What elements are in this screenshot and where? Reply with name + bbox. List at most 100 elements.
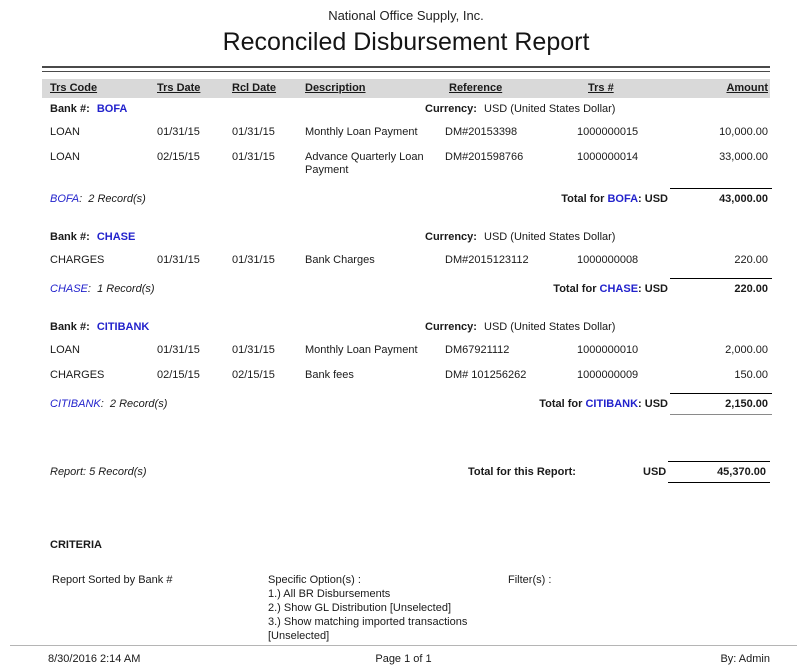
cell-rcl-date: 01/31/15 <box>232 151 275 163</box>
cell-reference: DM#20153398 <box>445 126 518 138</box>
bank-group-chase: Bank #: CHASE Currency: USD (United Stat… <box>42 226 772 296</box>
table-row: LOAN 01/31/15 01/31/15 Monthly Loan Paym… <box>42 339 770 362</box>
group-total-amount: 2,150.00 <box>670 393 772 415</box>
cell-amount: 220.00 <box>734 254 768 266</box>
criteria-options: Specific Option(s) : 1.) All BR Disburse… <box>268 573 508 643</box>
report-records: Report: 5 Record(s) <box>50 466 147 478</box>
cell-reference: DM#201598766 <box>445 151 524 163</box>
footer-by-user: By: Admin <box>720 653 770 665</box>
table-row: LOAN 01/31/15 01/31/15 Monthly Loan Paym… <box>42 121 770 144</box>
report-summary-row: Report: 5 Record(s) Total for this Repor… <box>42 461 770 483</box>
column-header-trs-code[interactable]: Trs Code <box>50 82 98 94</box>
page-footer: 8/30/2016 2:14 AM Page 1 of 1 By: Admin <box>10 645 797 665</box>
bank-header-row: Bank #: CITIBANK Currency: USD (United S… <box>42 316 770 337</box>
group-total-bank: CHASE <box>599 283 639 295</box>
cell-trs-num: 1000000010 <box>577 344 639 356</box>
column-header-trs-num[interactable]: Trs # <box>588 82 614 94</box>
cell-rcl-date: 02/15/15 <box>232 369 275 381</box>
cell-rcl-date: 01/31/15 <box>232 344 275 356</box>
group-records-bank: BOFA <box>50 193 80 205</box>
bank-header-row: Bank #: CHASE Currency: USD (United Stat… <box>42 226 770 247</box>
column-header-rcl-date[interactable]: Rcl Date <box>232 82 277 94</box>
cell-trs-date: 01/31/15 <box>157 344 200 356</box>
cell-description: Bank fees <box>305 369 354 381</box>
currency-label: Currency: <box>425 321 477 333</box>
title-divider <box>42 66 770 72</box>
group-total-prefix: Total for <box>561 193 608 205</box>
report-total-label: Total for this Report: <box>468 466 576 478</box>
table-header: Trs Code Trs Date Rcl Date Description R… <box>42 79 770 98</box>
report-total-currency: USD <box>643 466 667 478</box>
column-header-trs-date[interactable]: Trs Date <box>157 82 201 94</box>
cell-trs-num: 1000000015 <box>577 126 639 138</box>
currency-label: Currency: <box>425 231 477 243</box>
cell-trs-date: 02/15/15 <box>157 369 200 381</box>
cell-amount: 2,000.00 <box>725 344 768 356</box>
column-header-description[interactable]: Description <box>305 82 366 94</box>
group-records-count: : 1 Record(s) <box>87 283 155 295</box>
group-total-bank: CITIBANK <box>585 398 639 410</box>
cell-trs-code: CHARGES <box>50 254 105 266</box>
group-records-count: : 2 Record(s) <box>79 193 146 205</box>
cell-description: Monthly Loan Payment <box>305 344 418 356</box>
cell-trs-date: 01/31/15 <box>157 126 200 138</box>
cell-description: Bank Charges <box>305 254 375 266</box>
cell-rcl-date: 01/31/15 <box>232 126 275 138</box>
group-total-suffix: : USD <box>638 193 668 205</box>
table-row: LOAN 02/15/15 01/31/15 Advance Quarterly… <box>42 146 770 182</box>
group-records-count: : 2 Record(s) <box>100 398 168 410</box>
footer-datetime: 8/30/2016 2:14 AM <box>48 653 141 665</box>
bank-name-link[interactable]: CITIBANK <box>96 321 150 333</box>
cell-trs-code: LOAN <box>50 344 80 356</box>
criteria-option: 1.) All BR Disbursements <box>268 588 391 600</box>
report-total-amount: 45,370.00 <box>668 461 770 483</box>
cell-trs-num: 1000000014 <box>577 151 639 163</box>
criteria-filters-label: Filter(s) : <box>508 574 552 586</box>
group-records-bank: CITIBANK <box>50 398 101 410</box>
currency-value: USD (United States Dollar) <box>484 103 616 115</box>
cell-description: Advance Quarterly Loan Payment <box>305 151 424 176</box>
criteria-sorted-by: Report Sorted by Bank # <box>52 574 173 586</box>
cell-reference: DM#2015123112 <box>445 254 529 266</box>
bank-number-label: Bank #: <box>50 231 90 243</box>
group-total-prefix: Total for <box>539 398 586 410</box>
criteria-options-label: Specific Option(s) : <box>268 574 361 586</box>
bank-header-row: Bank #: BOFA Currency: USD (United State… <box>42 98 770 119</box>
column-header-reference[interactable]: Reference <box>449 82 503 94</box>
group-total-amount: 43,000.00 <box>670 188 772 206</box>
currency-label: Currency: <box>425 103 477 115</box>
bank-name-link[interactable]: CHASE <box>96 231 136 243</box>
cell-trs-code: LOAN <box>50 126 80 138</box>
criteria-option: 2.) Show GL Distribution [Unselected] <box>268 602 452 614</box>
bank-group-citibank: Bank #: CITIBANK Currency: USD (United S… <box>42 316 772 415</box>
bank-name-link[interactable]: BOFA <box>96 103 128 115</box>
cell-trs-num: 1000000009 <box>577 369 639 381</box>
group-footer-row: CITIBANK: 2 Record(s) Total for CITIBANK… <box>42 393 772 415</box>
group-footer-row: CHASE: 1 Record(s) Total for CHASE: USD … <box>42 278 772 296</box>
cell-trs-num: 1000000008 <box>577 254 639 266</box>
group-total-suffix: : USD <box>638 283 668 295</box>
report-page: National Office Supply, Inc. Reconciled … <box>42 8 772 643</box>
cell-trs-code: LOAN <box>50 151 80 163</box>
table-row: CHARGES 01/31/15 01/31/15 Bank Charges D… <box>42 249 770 272</box>
report-title: Reconciled Disbursement Report <box>222 28 590 56</box>
cell-description: Monthly Loan Payment <box>305 126 418 138</box>
criteria-option: 3.) Show matching imported transactions … <box>268 616 468 642</box>
table-row: CHARGES 02/15/15 02/15/15 Bank fees DM# … <box>42 364 770 387</box>
currency-value: USD (United States Dollar) <box>484 231 616 243</box>
cell-amount: 150.00 <box>734 369 768 381</box>
group-total-bank: BOFA <box>607 193 639 205</box>
group-records-bank: CHASE <box>50 283 88 295</box>
cell-trs-date: 02/15/15 <box>157 151 200 163</box>
cell-reference: DM67921112 <box>445 344 510 356</box>
cell-reference: DM# 101256262 <box>445 369 527 381</box>
company-name: National Office Supply, Inc. <box>328 8 484 23</box>
cell-trs-code: CHARGES <box>50 369 105 381</box>
currency-value: USD (United States Dollar) <box>484 321 616 333</box>
criteria-section: CRITERIA Report Sorted by Bank # Specifi… <box>42 539 770 643</box>
group-total-prefix: Total for <box>553 283 600 295</box>
bank-group-bofa: Bank #: BOFA Currency: USD (United State… <box>42 98 772 206</box>
group-footer-row: BOFA: 2 Record(s) Total for BOFA: USD 43… <box>42 188 772 206</box>
column-header-amount[interactable]: Amount <box>726 82 768 94</box>
group-total-suffix: : USD <box>638 398 668 410</box>
